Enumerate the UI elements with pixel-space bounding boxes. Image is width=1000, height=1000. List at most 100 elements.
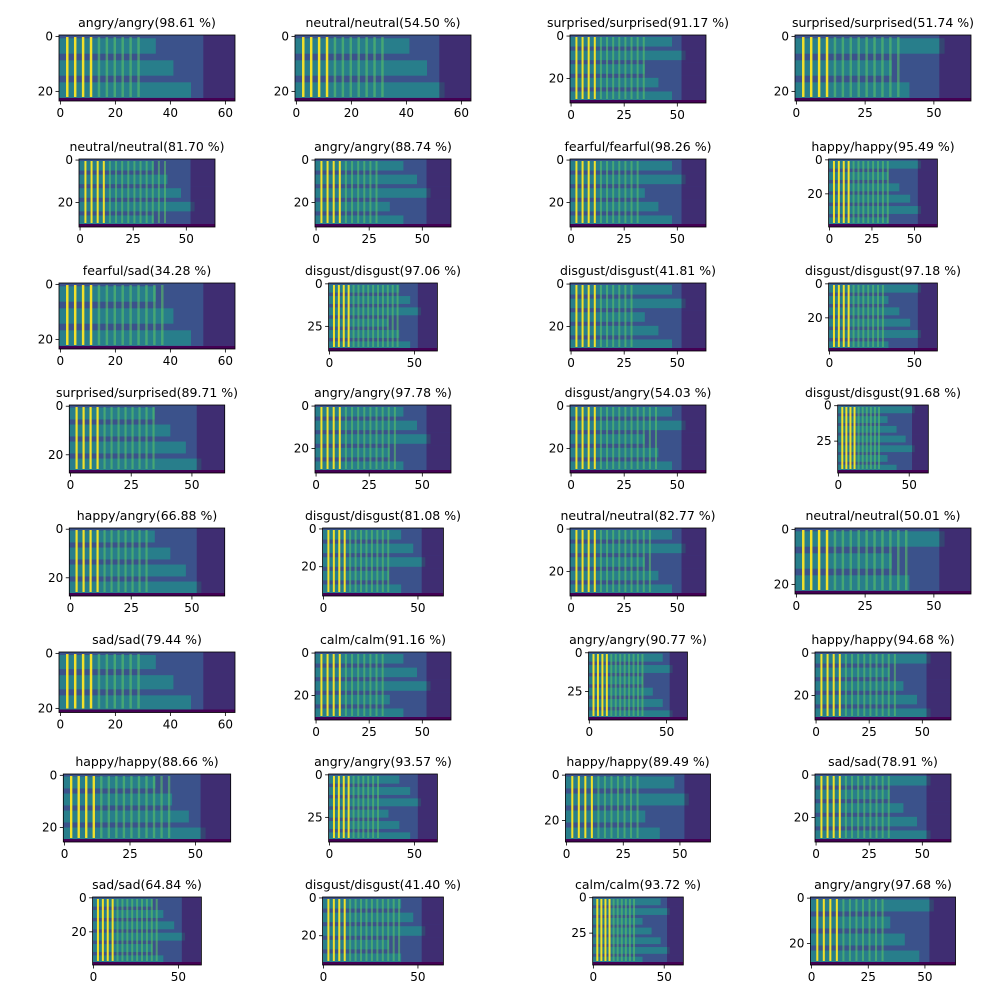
panel-title: surprised/surprised(89.71 %) bbox=[56, 385, 238, 400]
y-tick-label: 20 bbox=[774, 577, 789, 591]
spectrogram-panel: sad/sad(79.44 %) 0 20 40 60 0 20 bbox=[38, 632, 236, 732]
x-tick-label: 25 bbox=[864, 232, 879, 246]
y-tick-label: 20 bbox=[38, 332, 53, 346]
axes-frame bbox=[294, 34, 472, 102]
x-tick-label: 60 bbox=[218, 718, 233, 732]
x-tick-label: 60 bbox=[454, 106, 469, 120]
x-tick-label: 50 bbox=[179, 232, 194, 246]
x-tick-label: 0 bbox=[567, 232, 575, 246]
y-tick-label: 25 bbox=[571, 926, 586, 940]
panel-title: disgust/disgust(97.06 %) bbox=[305, 263, 461, 278]
axes-frame bbox=[588, 651, 688, 721]
panel-title: happy/happy(89.49 %) bbox=[566, 754, 709, 769]
x-tick-label: 50 bbox=[670, 232, 685, 246]
axes-frame bbox=[814, 773, 952, 843]
y-tick-label: 0 bbox=[45, 646, 53, 660]
y-tick-label: 25 bbox=[567, 684, 582, 698]
y-tick-label: 0 bbox=[301, 646, 309, 660]
panel-title: disgust/disgust(41.81 %) bbox=[560, 263, 716, 278]
spectrogram-image bbox=[837, 405, 929, 473]
y-tick-label: 20 bbox=[807, 187, 822, 201]
panel-title: calm/calm(93.72 %) bbox=[575, 877, 701, 892]
y-tick-label: 0 bbox=[556, 399, 564, 413]
y-tick-label: 0 bbox=[797, 891, 805, 905]
axes-frame bbox=[569, 282, 707, 352]
x-tick-label: 0 bbox=[326, 356, 334, 370]
spectrogram-image bbox=[328, 283, 438, 351]
spectrogram-panel: angry/angry(98.61 %) 0 20 40 60 0 20 bbox=[38, 15, 236, 120]
x-tick-label: 0 bbox=[567, 356, 575, 370]
y-tick-label: 0 bbox=[309, 522, 317, 536]
y-tick-label: 0 bbox=[801, 646, 809, 660]
x-tick-label: 50 bbox=[926, 106, 941, 120]
panel-title: disgust/disgust(91.68 %) bbox=[805, 385, 961, 400]
x-tick-label: 25 bbox=[362, 725, 377, 739]
spectrogram-image bbox=[69, 528, 225, 596]
y-tick-label: 20 bbox=[274, 84, 289, 98]
axes-frame bbox=[314, 651, 452, 721]
x-tick-label: 0 bbox=[793, 106, 801, 120]
spectrogram-image bbox=[315, 405, 451, 473]
y-tick-label: 20 bbox=[789, 936, 804, 950]
x-tick-label: 0 bbox=[293, 106, 301, 120]
x-tick-label: 50 bbox=[907, 356, 922, 370]
spectrogram-image bbox=[815, 652, 951, 720]
spectrogram-panel: angry/angry(97.78 %) 0 25 50 0 20 bbox=[294, 385, 452, 492]
panel-title: disgust/disgust(97.18 %) bbox=[805, 263, 961, 278]
x-tick-label: 50 bbox=[410, 970, 425, 984]
spectrogram-image bbox=[795, 528, 971, 594]
spectrogram-image bbox=[570, 35, 706, 103]
y-tick-label: 0 bbox=[45, 277, 53, 291]
panel-title: angry/angry(97.78 %) bbox=[314, 385, 452, 400]
x-tick-label: 0 bbox=[320, 601, 328, 615]
x-tick-label: 50 bbox=[407, 356, 422, 370]
x-tick-label: 0 bbox=[567, 478, 575, 492]
x-tick-label: 0 bbox=[57, 718, 65, 732]
x-tick-label: 25 bbox=[617, 232, 632, 246]
x-tick-label: 0 bbox=[57, 354, 65, 368]
panel-title: neutral/neutral(82.77 %) bbox=[560, 508, 715, 523]
panel-title: angry/angry(97.68 %) bbox=[814, 877, 952, 892]
axes-frame bbox=[828, 282, 938, 352]
y-tick-label: 0 bbox=[556, 522, 564, 536]
x-tick-label: 40 bbox=[163, 106, 178, 120]
y-tick-label: 0 bbox=[50, 768, 58, 782]
spectrogram-panel: happy/angry(66.88 %) 0 25 50 0 20 bbox=[48, 508, 226, 615]
y-tick-label: 25 bbox=[307, 810, 322, 824]
y-tick-label: 0 bbox=[315, 768, 323, 782]
y-tick-label: 20 bbox=[774, 84, 789, 98]
x-tick-label: 25 bbox=[616, 847, 631, 861]
y-tick-label: 20 bbox=[807, 311, 822, 325]
y-tick-label: 20 bbox=[48, 571, 63, 585]
x-tick-label: 0 bbox=[67, 601, 75, 615]
panel-title: surprised/surprised(91.17 %) bbox=[547, 15, 729, 30]
axes-frame bbox=[322, 896, 444, 966]
axes-frame bbox=[68, 404, 226, 474]
axes-frame bbox=[78, 158, 216, 228]
spectrogram-image bbox=[828, 283, 938, 351]
x-tick-label: 50 bbox=[670, 356, 685, 370]
x-tick-label: 0 bbox=[76, 232, 84, 246]
x-tick-label: 20 bbox=[344, 106, 359, 120]
y-tick-label: 0 bbox=[556, 153, 564, 167]
x-tick-label: 0 bbox=[312, 232, 320, 246]
panel-title: angry/angry(93.57 %) bbox=[314, 754, 452, 769]
axes-frame bbox=[837, 404, 929, 474]
x-tick-label: 50 bbox=[926, 599, 941, 613]
spectrogram-panel: angry/angry(88.74 %) 0 25 50 0 20 bbox=[294, 139, 452, 246]
x-tick-label: 50 bbox=[407, 847, 422, 861]
y-tick-label: 20 bbox=[549, 565, 564, 579]
spectrogram-image bbox=[795, 35, 971, 101]
panel-title: fearful/sad(34.28 %) bbox=[83, 263, 211, 278]
x-tick-label: 20 bbox=[108, 354, 123, 368]
